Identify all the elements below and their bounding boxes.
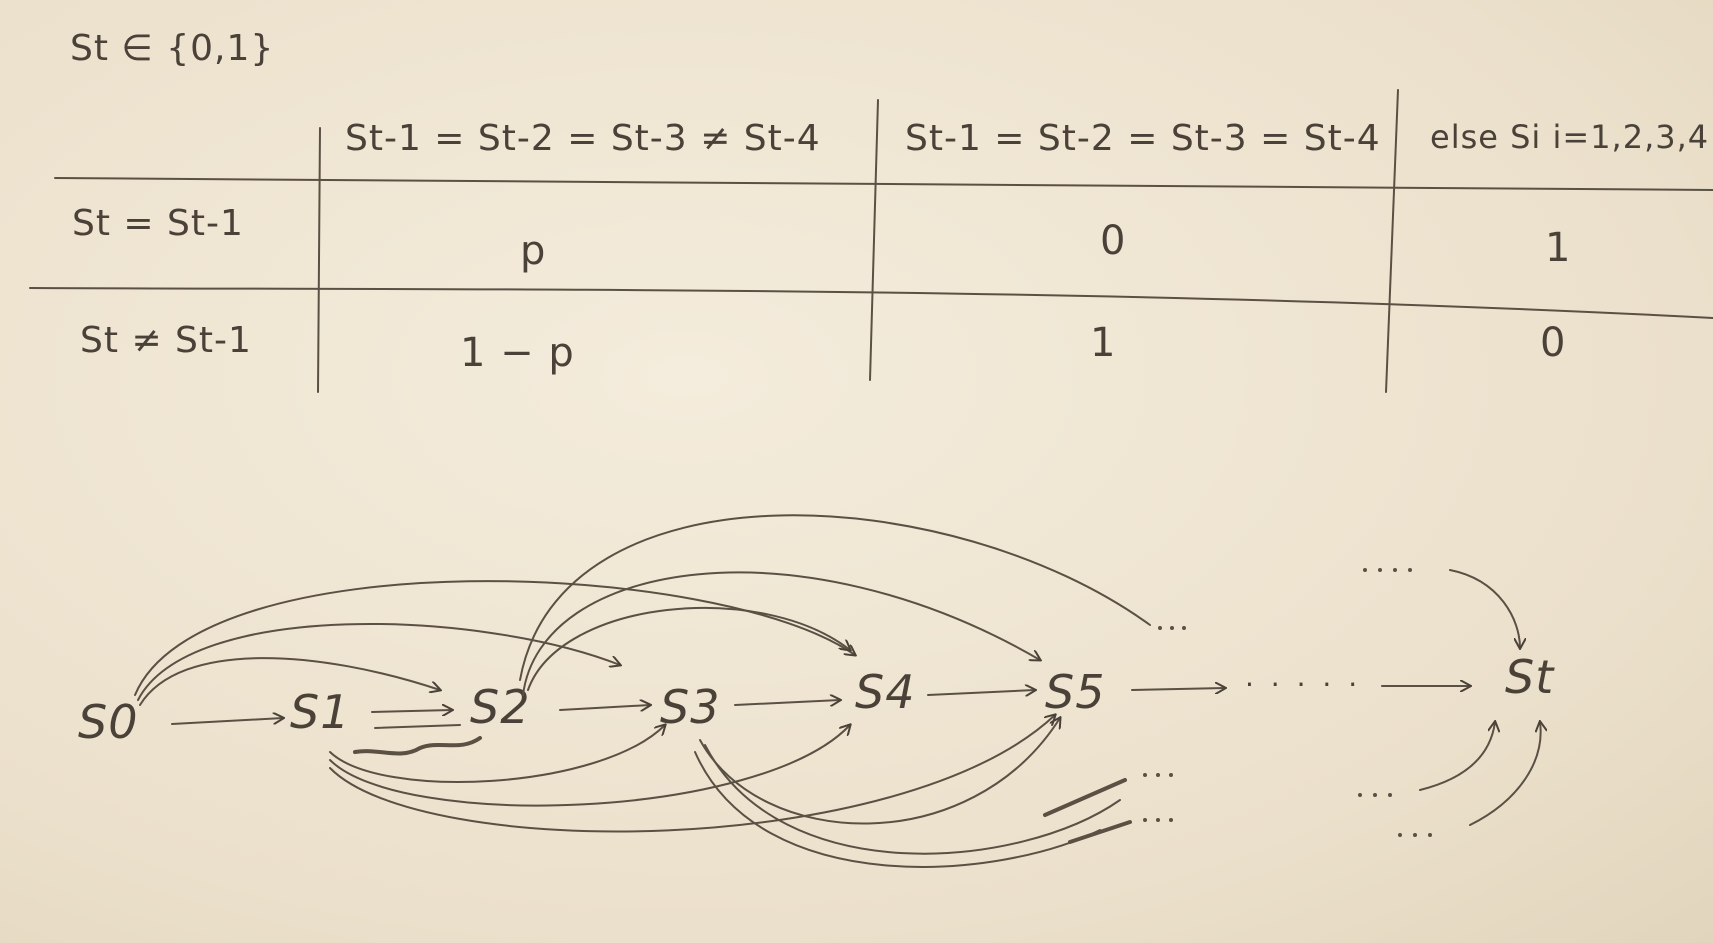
- table-cell: 0: [1540, 320, 1567, 366]
- continuation-dots: [1143, 568, 1432, 837]
- arrow-s5-dots: [1131, 688, 1225, 690]
- table-cell: 1: [1545, 225, 1572, 271]
- arc-s0-s4: [134, 580, 855, 696]
- arrow-s0-s1: [171, 718, 283, 725]
- table-cell: 0: [1100, 218, 1127, 264]
- node-s2: S2: [470, 680, 531, 734]
- arc-s1-s4: [329, 725, 850, 807]
- table-header-col-3: else Si i=1,2,3,4: [1430, 118, 1710, 156]
- scribble: [353, 736, 482, 756]
- table-rule-middle: [29, 287, 1713, 319]
- arc-s0-s3: [137, 622, 620, 701]
- arc-s1-s5: [329, 715, 1055, 833]
- arrow-s4-s5: [927, 690, 1035, 695]
- table-header-col-2: St-1 = St-2 = St-3 = St-4: [905, 118, 1381, 159]
- table-cell: 1: [1090, 320, 1117, 366]
- node-s1: S1: [290, 685, 351, 739]
- arc-s2-s4: [527, 607, 850, 691]
- table-cell: p: [520, 228, 547, 274]
- arrow-s1-s2: [374, 724, 461, 729]
- table-rule-top: [54, 177, 1713, 191]
- table-cell: 1 − p: [460, 330, 575, 376]
- node-s0: S0: [78, 695, 139, 749]
- stroke-bold: [1068, 820, 1132, 844]
- table-col-divider: [1385, 89, 1399, 393]
- arc-s2-dots: [519, 514, 1151, 681]
- chain-ellipsis: · · · · ·: [1245, 668, 1362, 701]
- table-col-divider: [317, 127, 321, 393]
- arc-s3-dots: [704, 744, 1121, 855]
- arc-dots-st: [1449, 569, 1520, 648]
- node-s3: S3: [660, 680, 721, 734]
- arrow-s3-s4: [734, 700, 840, 705]
- arrow-s1-s2: [371, 710, 452, 712]
- state-space-definition: St ∈ {0,1}: [70, 28, 275, 69]
- table-row-label-1: St = St-1: [72, 203, 244, 244]
- node-s4: S4: [855, 665, 916, 719]
- arc-s3-dots: [694, 751, 1101, 868]
- node-st: St: [1505, 650, 1555, 704]
- arc-s2-s5: [522, 571, 1040, 696]
- table-col-divider: [869, 99, 879, 381]
- arc-s0-s2: [139, 657, 440, 706]
- arc-s1-s3: [329, 725, 665, 783]
- table-header-col-1: St-1 = St-2 = St-3 ≠ St-4: [345, 118, 821, 159]
- stroke-bold: [1043, 778, 1127, 817]
- arrow-s2-s3: [559, 705, 650, 710]
- arc-s3-s5: [699, 718, 1060, 825]
- arc-dots-st: [1419, 722, 1495, 791]
- node-s5: S5: [1045, 665, 1106, 719]
- arc-dots-st: [1469, 722, 1541, 826]
- table-row-label-2: St ≠ St-1: [80, 320, 252, 361]
